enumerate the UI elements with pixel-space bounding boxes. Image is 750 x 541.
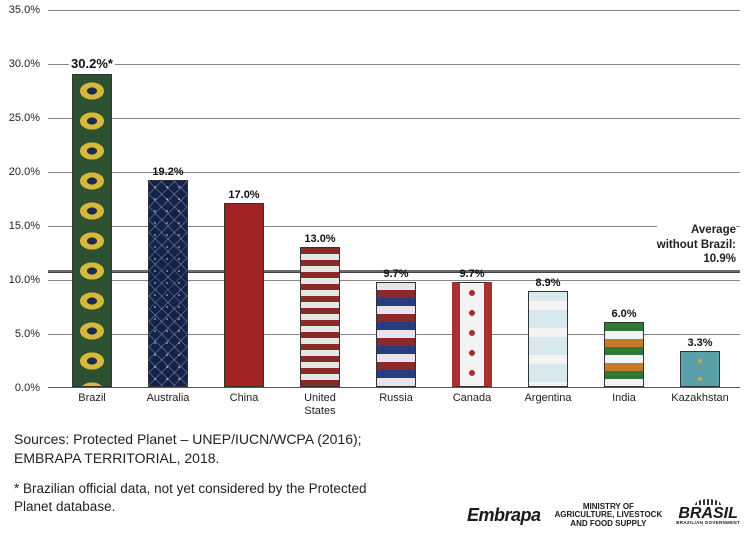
ministry-logo: MINISTRY OF AGRICULTURE, LIVESTOCK AND F…: [555, 503, 663, 529]
x-axis-label: India: [589, 392, 659, 405]
y-axis-tick-label: 0.0%: [0, 382, 40, 394]
y-axis-tick-label: 5.0%: [0, 328, 40, 340]
bar-value-label: 3.3%: [687, 337, 712, 349]
x-axis-label: Australia: [133, 392, 203, 405]
logo-row: Embrapa MINISTRY OF AGRICULTURE, LIVESTO…: [467, 503, 740, 529]
bar-value-label: 9.7%: [459, 268, 484, 280]
ministry-l2: AGRICULTURE, LIVESTOCK: [555, 510, 663, 519]
avg-text-1: Average: [691, 224, 736, 236]
y-axis-tick-label: 30.0%: [0, 58, 40, 70]
y-axis-tick-label: 10.0%: [0, 274, 40, 286]
ministry-l3: AND FOOD SUPPLY: [570, 519, 646, 528]
sources-line1: Sources: Protected Planet – UNEP/IUCN/WC…: [14, 431, 362, 447]
x-axis-label: UnitedStates: [285, 392, 355, 417]
bar-united-states: [300, 247, 340, 387]
avg-text-3: 10.9%: [703, 253, 736, 265]
bar-canada: [452, 282, 492, 387]
gridline: [48, 118, 740, 119]
bar-kazakhstan: [680, 351, 720, 387]
bar-value-label: 9.7%: [383, 268, 408, 280]
embrapa-logo: Embrapa: [467, 505, 541, 526]
sources-text: Sources: Protected Planet – UNEP/IUCN/WC…: [14, 430, 362, 468]
footnote-line2: Planet database.: [14, 499, 115, 514]
bar-china: [224, 203, 264, 387]
brasil-under: BRAZILIAN GOVERNMENT: [676, 521, 740, 525]
bar-value-label: 19.2%: [152, 166, 183, 178]
avg-text-2: without Brazil:: [657, 239, 736, 251]
gridline: [48, 64, 740, 65]
brasil-stripes-icon: [695, 499, 721, 505]
x-axis-label: Brazil: [57, 392, 127, 405]
ministry-l1: MINISTRY OF: [583, 502, 634, 511]
x-axis-label: Argentina: [513, 392, 583, 405]
plot-region: 0.0%5.0%10.0%15.0%20.0%25.0%30.0%35.0%30…: [48, 10, 740, 388]
x-axis-label: Canada: [437, 392, 507, 405]
y-axis-tick-label: 25.0%: [0, 112, 40, 124]
bar-brazil: [72, 74, 112, 387]
bar-russia: [376, 282, 416, 387]
x-axis-label: Kazakhstan: [665, 392, 735, 405]
bar-argentina: [528, 291, 568, 387]
bar-india: [604, 322, 644, 387]
y-axis-tick-label: 35.0%: [0, 4, 40, 16]
brasil-logo: BRASIL BRAZILIAN GOVERNMENT: [676, 507, 740, 525]
footnote-line1: * Brazilian official data, not yet consi…: [14, 481, 366, 496]
x-axis-label: Russia: [361, 392, 431, 405]
bar-australia: [148, 180, 188, 387]
bar-value-label: 13.0%: [304, 233, 335, 245]
x-axis-label: China: [209, 392, 279, 405]
bar-value-label: 8.9%: [535, 277, 560, 289]
chart-area: 0.0%5.0%10.0%15.0%20.0%25.0%30.0%35.0%30…: [48, 10, 740, 415]
y-axis-tick-label: 15.0%: [0, 220, 40, 232]
sources-line2: EMBRAPA TERRITORIAL, 2018.: [14, 450, 219, 466]
bar-value-label: 17.0%: [228, 189, 259, 201]
bar-value-label: 6.0%: [611, 308, 636, 320]
gridline: [48, 10, 740, 11]
y-axis-tick-label: 20.0%: [0, 166, 40, 178]
bar-value-label: 30.2%*: [69, 55, 115, 72]
footnote-text: * Brazilian official data, not yet consi…: [14, 480, 374, 515]
average-annotation: Average without Brazil: 10.9%: [657, 222, 736, 267]
